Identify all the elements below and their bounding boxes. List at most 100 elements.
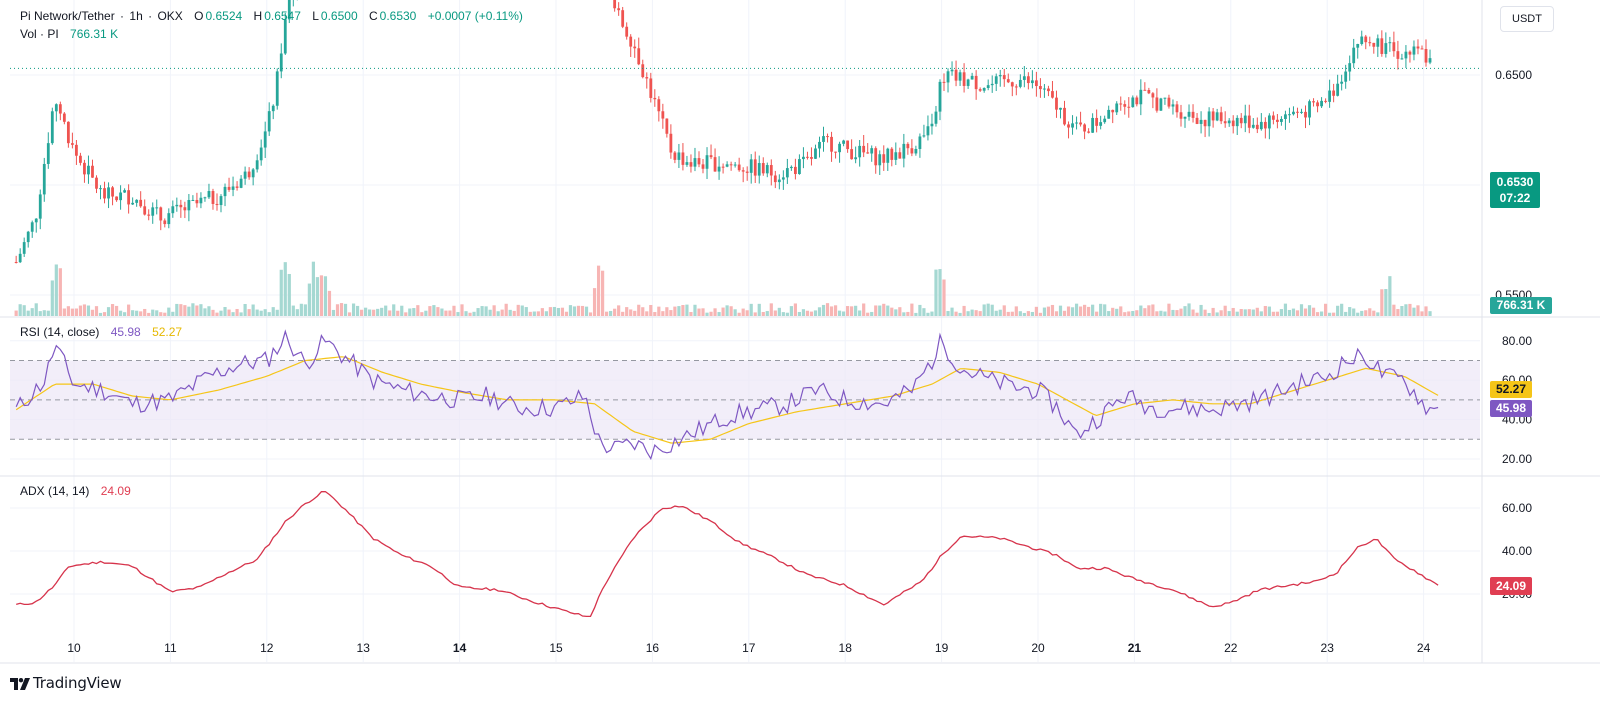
volume-bar: [1348, 307, 1352, 316]
volume-bar: [769, 303, 773, 316]
volume-bar: [106, 307, 111, 316]
candle-body: [1388, 42, 1392, 44]
candle-body: [1428, 58, 1432, 63]
candle-body: [1380, 38, 1384, 54]
volume-bar: [267, 312, 271, 316]
volume-bar: [874, 305, 878, 316]
volume-bar: [721, 307, 725, 316]
volume-bar: [645, 311, 649, 316]
volume-bar: [584, 306, 589, 316]
candle-body: [54, 104, 58, 112]
candle-body: [1255, 124, 1259, 130]
volume-bar: [500, 309, 504, 316]
price-legend[interactable]: Pi Network/Tether · 1h · OKX O 0.6524 H 0.…: [20, 9, 525, 23]
volume-bar: [448, 310, 452, 316]
volume-bar: [412, 308, 416, 316]
candle-body: [95, 177, 98, 189]
currency-button[interactable]: USDT: [1500, 6, 1554, 32]
candle-body: [1372, 42, 1376, 47]
volume-bar: [986, 303, 990, 316]
volume-bar: [195, 305, 199, 316]
volume-bar: [1115, 308, 1119, 316]
volume-bar: [380, 307, 384, 316]
candle-body: [733, 164, 737, 166]
volume-bar: [918, 304, 922, 316]
candle-body: [685, 162, 689, 165]
volume-bar: [376, 308, 380, 316]
rsi-tick-label: 80.00: [1502, 334, 1532, 348]
candle-body: [1296, 111, 1299, 113]
volume-bar: [741, 308, 745, 316]
candle-body: [1348, 63, 1352, 72]
candle-body: [1167, 97, 1171, 107]
candle-body: [906, 143, 910, 149]
volume-bar: [452, 305, 456, 316]
candle-body: [1195, 117, 1199, 124]
candle-body: [1147, 89, 1151, 94]
price-pane[interactable]: [10, 0, 1482, 316]
volume-legend[interactable]: Vol · PI 766.31 K: [20, 27, 120, 41]
volume-bar: [729, 306, 733, 316]
volume-bar: [135, 310, 139, 316]
volume-bar: [400, 305, 404, 316]
volume-bar: [147, 312, 151, 316]
volume-bar: [1392, 304, 1396, 316]
adx-legend[interactable]: ADX (14, 14) 24.09: [20, 484, 133, 498]
candle-body: [1203, 119, 1207, 127]
volume-bar: [1428, 311, 1432, 316]
volume-bar: [219, 310, 223, 316]
volume-bar: [34, 303, 38, 316]
interval[interactable]: 1h: [129, 9, 143, 23]
candle-body: [139, 199, 143, 207]
time-axis[interactable]: 10 11 12 13 14 15 16 17 18 19 20 21 22 23 24: [67, 641, 1430, 655]
time-tick-label: 20: [1031, 641, 1045, 655]
volume-bar: [693, 304, 697, 316]
candle-body: [1155, 97, 1159, 111]
volume-bar: [420, 312, 424, 316]
time-tick-label: 10: [67, 641, 81, 655]
volume-bar: [1171, 309, 1175, 316]
grid-lines: [10, 0, 1480, 662]
rsi-legend[interactable]: RSI (14, close) 45.98 52.27: [20, 325, 184, 339]
volume-bar: [404, 312, 408, 316]
candle-body: [159, 207, 163, 221]
volume-bar: [484, 306, 488, 316]
candle-body: [882, 154, 886, 163]
volume-bar: [131, 310, 135, 316]
candle-body: [974, 75, 978, 90]
candle-body: [729, 164, 733, 166]
adx-pane[interactable]: [16, 490, 1439, 618]
candle-body: [946, 71, 950, 83]
symbol-name[interactable]: Pi Network/Tether: [20, 9, 115, 23]
tradingview-logo[interactable]: TradingView: [10, 674, 122, 692]
volume-bar: [717, 312, 721, 316]
candle-body: [207, 191, 211, 198]
volume-bar: [392, 304, 396, 316]
candle-body: [806, 156, 809, 158]
volume-bar: [508, 309, 512, 316]
volume-bar: [942, 279, 946, 316]
rsi-pane[interactable]: [10, 329, 1480, 461]
volume-bar: [974, 310, 978, 316]
candle-body: [1039, 86, 1042, 90]
volume-bar: [753, 312, 757, 316]
volume-bar: [1139, 305, 1143, 316]
exchange[interactable]: OKX: [157, 9, 183, 23]
candle-body: [111, 187, 114, 197]
volume-bar: [657, 306, 661, 316]
volume-bar: [343, 303, 348, 316]
candle-body: [247, 171, 251, 178]
brand-name: TradingView: [33, 674, 122, 692]
volume-bar: [1287, 309, 1292, 316]
volume-bar: [1143, 308, 1147, 316]
pane-separators[interactable]: [0, 0, 1600, 664]
time-tick-label: 23: [1321, 641, 1335, 655]
candle-body: [183, 207, 187, 211]
volume-bar: [733, 309, 737, 316]
candle-body: [842, 140, 845, 144]
adx-tag: 24.09: [1490, 577, 1532, 595]
change-value: +0.0007 (+0.11%): [427, 9, 523, 23]
candle-body: [30, 222, 34, 232]
